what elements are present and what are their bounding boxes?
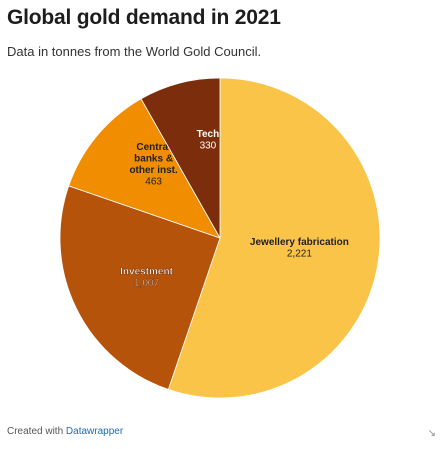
footer-created-with: Created with <box>7 426 64 437</box>
resize-handle-icon: ↘ <box>427 428 436 439</box>
pie-slice-1[interactable] <box>59 185 221 390</box>
slice-value: 1,007 <box>134 278 159 289</box>
slice-value: 330 <box>200 140 217 151</box>
slice-label-1: Investment 1,007 <box>120 266 173 289</box>
slice-value: 2,221 <box>287 248 312 259</box>
slice-label-3: Tech 330 <box>197 129 220 152</box>
footer-brand-link[interactable]: Datawrapper <box>65 426 124 437</box>
slice-label-2: Central banks & other inst. 463 <box>129 142 178 188</box>
slice-label-line: Tech <box>197 129 220 140</box>
footer-credit: Created with Datawrapper <box>7 426 123 437</box>
slice-label-0: Jewellery fabrication 2,221 <box>250 237 349 260</box>
slice-label-line: Investment <box>120 266 173 277</box>
pie-slice-3[interactable] <box>140 77 221 240</box>
slice-label-line: banks & <box>134 154 173 165</box>
slice-label-line: Central <box>136 142 171 153</box>
chart-title: Global gold demand in 2021 <box>7 6 281 29</box>
pie-slice-2[interactable] <box>68 98 221 239</box>
slice-label-line: Jewellery fabrication <box>250 237 349 248</box>
pie-slice-0[interactable] <box>167 77 381 399</box>
chart-subtitle: Data in tonnes from the World Gold Counc… <box>7 44 262 59</box>
slice-value: 463 <box>145 177 162 188</box>
slice-label-line: other inst. <box>129 165 178 176</box>
